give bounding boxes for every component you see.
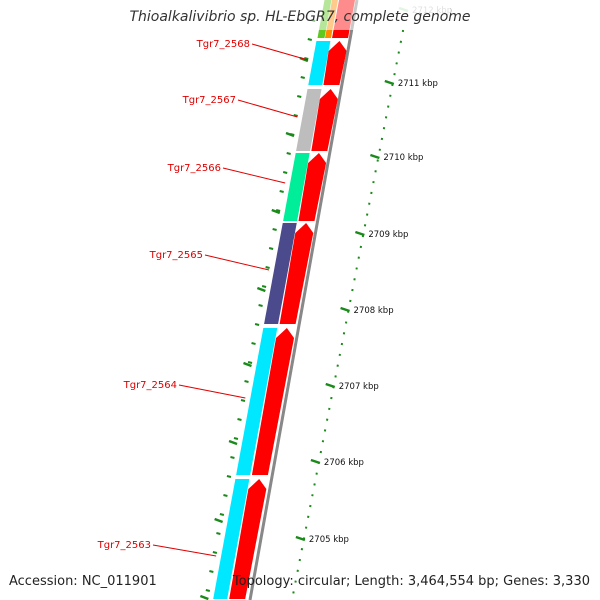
cds-arrow [323, 41, 347, 85]
gene-label: Tgr7_2567 [182, 95, 236, 106]
major-tick [214, 517, 224, 524]
minor-tick [219, 513, 225, 516]
minor-tick [244, 380, 249, 383]
backbone-track [248, 0, 359, 600]
minor-tick [282, 171, 288, 174]
minor-tick [230, 456, 235, 459]
cds-arrow [311, 89, 338, 151]
minor-tick [209, 570, 214, 573]
minor-tick [300, 76, 305, 79]
ruler-tick-label: 2706 kbp [324, 458, 364, 468]
cog-feature [283, 153, 310, 221]
minor-tick [205, 589, 211, 592]
minor-tick [286, 152, 291, 155]
ruler-major-tick [354, 230, 365, 237]
ruler-tick-label: 2707 kbp [339, 382, 379, 392]
accession-text: Accession: NC_011901 [9, 574, 157, 589]
minor-tick [251, 342, 256, 345]
gene-leader-line [251, 43, 309, 61]
major-tick [243, 361, 252, 368]
major-tick [256, 286, 266, 293]
cog-feature [264, 223, 297, 324]
gene-label: Tgr7_2566 [167, 163, 221, 174]
gene-leader-line [204, 254, 270, 271]
minor-tick [247, 361, 253, 364]
minor-tick [272, 228, 277, 231]
gene-leader-line [152, 544, 217, 557]
cog-track [213, 0, 338, 599]
cog-feature [213, 479, 250, 599]
minor-tick [240, 399, 246, 402]
major-tick [271, 208, 281, 215]
ruler-major-tick [310, 458, 321, 465]
ruler-tick-label: 2705 kbp [309, 535, 349, 545]
gene-label-layer: Tgr7_2568 Tgr7_2567 Tgr7_2566 Tgr7_2565 Tgr7… [97, 0, 450, 557]
cds-arrow [298, 153, 327, 221]
ruler-major-tick [325, 382, 336, 389]
tick-track [199, 19, 316, 600]
ruler-tick-label: 2709 kbp [368, 230, 408, 240]
gene-label: Tgr7_2564 [123, 380, 177, 391]
minor-tick [254, 323, 260, 326]
cog-feature [308, 41, 331, 85]
gene-label: Tgr7_2568 [196, 39, 250, 50]
ruler-tick-label: 2708 kbp [354, 306, 394, 316]
gene-leader-line [178, 384, 246, 399]
genome-summary-text: Topology: circular; Length: 3,464,554 bp… [232, 574, 590, 589]
cog-feature [296, 89, 322, 151]
minor-tick [226, 475, 232, 478]
ruler-major-tick [295, 535, 306, 542]
title-fade [300, 0, 450, 30]
major-tick [228, 439, 238, 446]
forward-cds-track [229, 0, 355, 599]
map-title: Thioalkalivibrio sp. HL-EbGR7, complete … [129, 9, 471, 25]
ruler-major-tick [369, 153, 380, 160]
minor-tick [304, 57, 309, 60]
ruler-tick-label: 2711 kbp [398, 79, 438, 89]
minor-tick [261, 285, 267, 288]
minor-tick [293, 114, 298, 117]
gene-label: Tgr7_2565 [149, 250, 203, 261]
ruler-tick-label: 2710 kbp [383, 153, 423, 163]
minor-tick [233, 437, 239, 440]
minor-tick [307, 38, 313, 41]
minor-tick [237, 418, 242, 421]
cds-arrow [279, 223, 314, 324]
minor-tick [265, 266, 270, 269]
minor-tick [223, 494, 228, 497]
gene-leader-line [237, 99, 298, 118]
cog-feature [236, 328, 278, 475]
gene-label: Tgr7_2563 [97, 540, 151, 551]
minor-tick [258, 304, 263, 307]
minor-tick [216, 532, 221, 535]
minor-tick [268, 247, 274, 250]
minor-tick [296, 95, 302, 98]
major-tick [285, 131, 295, 138]
minor-tick [279, 190, 284, 193]
cds-arrow [251, 328, 295, 475]
backbone-line [248, 0, 359, 600]
cds-arrow [229, 479, 267, 599]
ruler-major-tick [384, 79, 395, 86]
minor-tick [275, 209, 281, 212]
ruler-major-tick [340, 306, 350, 313]
minor-tick [212, 551, 218, 554]
major-tick [199, 594, 209, 600]
gene-leader-line [222, 167, 286, 184]
